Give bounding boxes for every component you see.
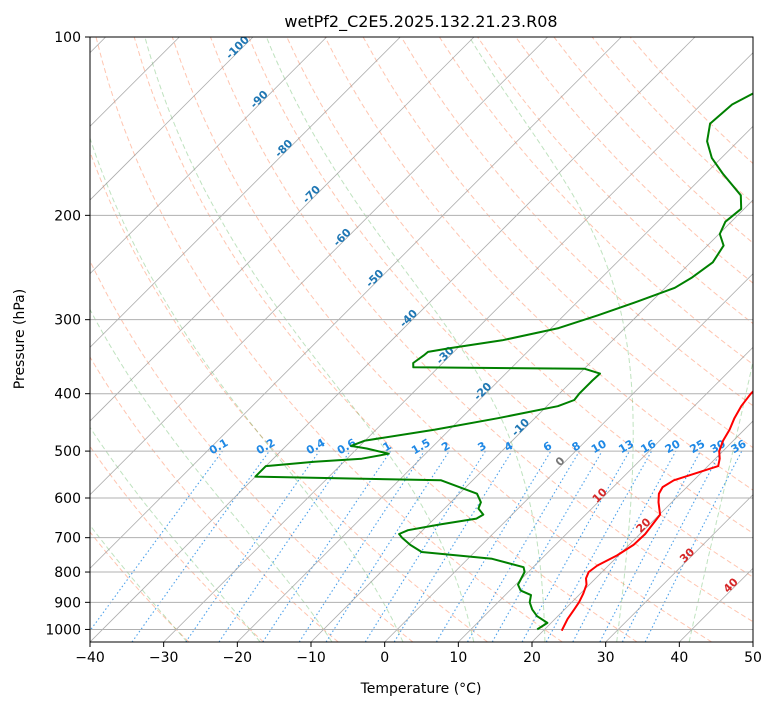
isotherm-label: -70 (300, 183, 323, 206)
isotherm-line (0, 37, 474, 642)
isotherm-line (0, 37, 253, 642)
temperature-profile-line (562, 37, 775, 631)
isotherm-line (0, 37, 548, 642)
mixing-ratio-line (573, 451, 676, 642)
dry-adiabat (0, 37, 338, 642)
chart-title: wetPf2_C2E5.2025.132.21.23.R08 (284, 12, 557, 32)
mixing-ratio-label: 4 (502, 439, 515, 454)
dry-adiabat (478, 37, 775, 642)
mixing-ratio-label: 1.5 (409, 436, 432, 457)
x-tick-label: 0 (380, 650, 389, 666)
mixing-ratio-line (436, 451, 551, 642)
mixing-ratio-line (82, 451, 223, 642)
mixing-ratio-line (546, 451, 651, 642)
y-tick-label: 500 (54, 444, 81, 460)
moist-adiabat (469, 37, 633, 642)
y-axis-label: Pressure (hPa) (12, 289, 28, 389)
x-tick-label: 50 (744, 650, 762, 666)
mixing-ratio-label: 25 (687, 437, 707, 456)
x-tick-label: −40 (75, 650, 105, 666)
isotherm-line (90, 37, 695, 642)
mixing-ratio-label: 8 (570, 439, 583, 454)
mixing-ratio-label: 2 (439, 439, 452, 454)
isotherm-line (0, 37, 400, 642)
y-tick-label: 100 (54, 30, 81, 46)
x-axis-label: Temperature (°C) (360, 681, 482, 697)
mixing-ratio-label: 0.2 (254, 436, 277, 457)
isotherm-line (0, 37, 327, 642)
isotherm-line (311, 37, 775, 642)
isotherm-label: -50 (363, 267, 386, 290)
moist-adiabat (64, 37, 403, 642)
isotherm-label: -90 (248, 88, 271, 111)
isotherm-line (164, 37, 769, 642)
y-tick-label: 400 (54, 387, 81, 403)
dry-adiabat (0, 37, 264, 642)
x-tick-label: −30 (149, 650, 179, 666)
x-tick-label: 10 (449, 650, 467, 666)
y-tick-label: 600 (54, 491, 81, 507)
dry-adiabat (363, 37, 775, 642)
moist-adiabat (4, 37, 332, 642)
isotherm-label: -40 (397, 307, 420, 330)
isotherm-line (385, 37, 775, 642)
y-tick-label: 300 (54, 313, 81, 329)
isotherm-label: -80 (272, 137, 295, 160)
plot-area: -100-90-80-70-60-50-40-30-20-10010203040… (0, 33, 775, 642)
dry-adiabat (134, 37, 637, 642)
isotherm-label: -10 (509, 416, 532, 439)
isotherm-label: 30 (677, 545, 697, 565)
mixing-ratio-label: 16 (638, 437, 658, 456)
y-tick-label: 900 (54, 595, 81, 611)
y-tick-label: 800 (54, 565, 81, 581)
moist-adiabat (689, 37, 775, 642)
mixing-ratio-label: 20 (663, 437, 683, 456)
isotherm-line (532, 37, 775, 642)
dry-adiabat (516, 37, 775, 642)
mixing-ratio-line (600, 451, 701, 642)
x-tick-label: 40 (670, 650, 688, 666)
x-tick-label: −20 (223, 650, 253, 666)
mixing-ratio-line (219, 451, 350, 642)
x-tick-label: −10 (296, 650, 326, 666)
x-tick-label: 30 (597, 650, 615, 666)
y-tick-label: 700 (54, 531, 81, 547)
y-tick-label: 200 (54, 208, 81, 224)
mixing-ratio-label: 30 (708, 437, 728, 456)
x-tick-label: 20 (523, 650, 541, 666)
dry-adiabat (172, 37, 711, 642)
y-tick-label: 1000 (45, 622, 81, 638)
mixing-ratio-label: 3 (475, 439, 488, 454)
dry-adiabat (554, 37, 775, 642)
mixing-ratio-label: 10 (589, 437, 609, 456)
isotherm-label: 10 (590, 485, 610, 505)
isotherm-line (753, 37, 775, 642)
isotherm-label: -60 (331, 226, 354, 249)
dry-adiabat (20, 37, 413, 642)
isotherm-label: -20 (471, 380, 494, 403)
mixing-ratio-label: 36 (729, 437, 749, 456)
mixing-ratio-label: 0.1 (207, 436, 230, 457)
mixing-ratio-label: 6 (541, 439, 554, 454)
isotherm-label: 40 (721, 575, 741, 595)
mixing-ratio-line (622, 451, 721, 642)
moist-adiabat (0, 37, 260, 642)
dry-adiabat (0, 37, 189, 642)
moist-adiabat (0, 37, 187, 642)
